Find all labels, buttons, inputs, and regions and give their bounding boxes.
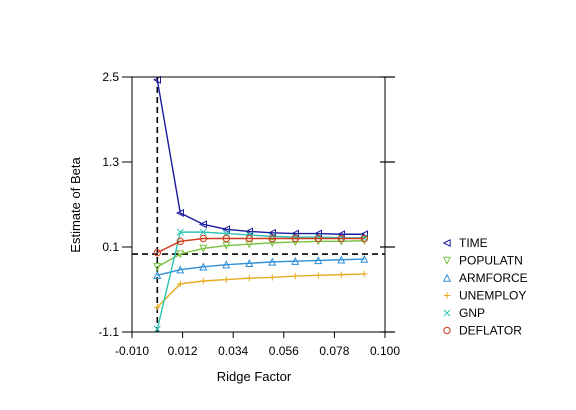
x-axis-label: Ridge Factor [217,369,292,384]
data-point-time [244,227,253,236]
series-line-time [156,79,365,235]
x-tick-label: 0.078 [319,344,349,358]
data-point-time [175,208,184,218]
data-point-time [152,75,161,84]
legend-marker-armforce [442,273,452,282]
legend-label-populatn: POPULATN [459,254,523,268]
x-tick-label: 0.012 [168,344,198,358]
data-point-armforce [199,262,208,271]
legend-marker-time [442,238,451,248]
axes: -0.010 0.012 0.034 0.056 0.078 0.100 -1.1 0.1 1.… [98,70,400,358]
data-point-deflator [360,234,368,243]
data-point-armforce [291,256,300,265]
plot-area [132,75,385,333]
x-tick-label: 0.034 [218,344,248,358]
y-tick-label: 2.5 [102,70,119,84]
legend: TIME POPULATN ARMFORCE UNEMPLOY GNP DEFLATOR [442,236,528,338]
data-point-unemploy [361,270,368,278]
legend-marker-gnp [443,309,451,317]
data-point-time [267,228,276,237]
x-tick-label: -0.010 [115,344,149,358]
data-point-populatn [222,241,231,250]
x-tick-label: 0.100 [370,344,400,358]
data-point-unemploy [292,272,299,280]
data-point-unemploy [154,304,161,311]
legend-label-time: TIME [459,236,488,250]
series-line-armforce [157,258,365,277]
legend-label-armforce: ARMFORCE [459,271,528,285]
legend-label-deflator: DEFLATOR [459,324,522,338]
data-point-time [221,225,230,234]
data-point-time [198,220,207,229]
legend-marker-populatn [442,256,452,265]
y-tick-label: 0.1 [102,240,119,254]
legend-label-unemploy: UNEMPLOY [459,289,526,303]
series-line-deflator [156,237,365,254]
data-point-unemploy [177,280,184,288]
legend-label-gnp: GNP [459,306,485,320]
data-point-deflator [199,234,208,243]
data-point-time [336,230,345,239]
data-point-populatn [245,240,254,249]
data-point-gnp [199,228,207,236]
x-tick-label: 0.056 [269,344,299,358]
series-line-unemploy [156,273,365,308]
y-tick-label: -1.1 [98,325,119,339]
data-point-gnp [314,233,322,241]
data-point-populatn [153,263,162,272]
data-point-populatn [176,250,185,259]
data-point-deflator [268,234,276,243]
data-point-armforce [245,258,254,267]
data-point-deflator [176,237,185,246]
data-point-deflator [153,248,162,257]
legend-marker-unemploy [443,292,451,299]
data-point-unemploy [246,274,253,282]
data-point-armforce [176,265,185,274]
series-line-populatn [156,239,365,268]
data-point-armforce [360,254,369,263]
data-point-time [359,230,368,239]
data-point-armforce [268,257,277,266]
data-point-unemploy [200,277,207,285]
data-point-populatn [199,244,208,253]
data-point-armforce [337,255,346,264]
data-point-armforce [222,260,231,269]
series-line-gnp [156,231,365,330]
data-point-deflator [337,234,345,243]
data-point-gnp [153,325,161,333]
plot-frame [131,76,386,333]
y-axis-label: Estimate of Beta [68,157,83,253]
data-point-gnp [291,233,299,241]
legend-marker-deflator [443,326,451,335]
data-point-populatn [268,239,277,248]
data-point-deflator [222,234,231,243]
data-point-unemploy [338,271,345,278]
data-point-unemploy [269,274,276,281]
data-point-deflator [291,234,299,243]
data-point-armforce [314,256,323,265]
data-point-deflator [245,234,254,243]
y-tick-label: 1.3 [102,155,119,169]
data-point-armforce [153,271,162,280]
data-point-unemploy [223,276,230,283]
data-point-unemploy [315,272,322,279]
data-point-gnp [176,228,184,236]
data-point-deflator [314,234,322,243]
